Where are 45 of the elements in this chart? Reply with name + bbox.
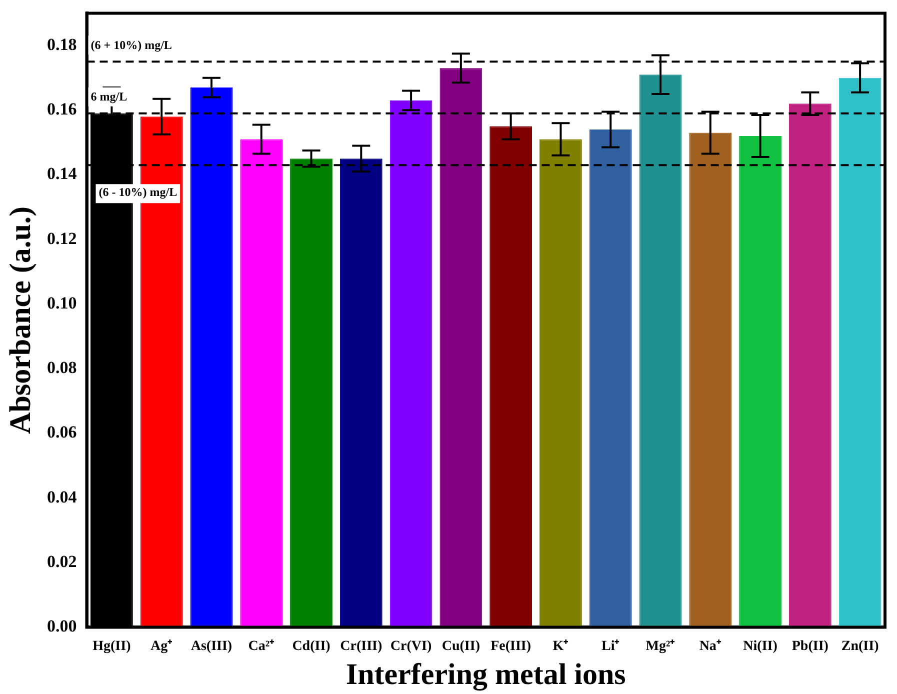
y-tick-label: 0.04	[47, 487, 78, 506]
ref-line-label: (6 - 10%) mg/L	[98, 185, 178, 200]
ref-line-label: 6 mg/L	[90, 89, 128, 104]
y-tick-label: 0.08	[47, 358, 77, 378]
bar	[838, 78, 882, 628]
x-tick-label: Mg²⁺	[646, 639, 676, 654]
y-tick-label: 0.16	[47, 100, 77, 119]
y-tick-label: 0.12	[47, 228, 77, 248]
y-tick-label: 0.18	[47, 34, 77, 54]
bar	[788, 104, 832, 628]
x-tick-label: K⁺	[552, 639, 569, 654]
x-tick-label: Ni(II)	[743, 639, 778, 654]
bar	[290, 158, 332, 628]
y-tick-label: 0.14	[47, 164, 78, 184]
x-tick-label: Ag⁺	[150, 639, 173, 654]
y-tick-label: 0.00	[47, 616, 77, 636]
bar	[490, 126, 532, 628]
bar	[440, 68, 482, 628]
x-tick-label: Cr(VI)	[390, 639, 432, 654]
bar	[340, 158, 382, 628]
x-tick-label: Ca²⁺	[248, 639, 275, 654]
bar	[589, 130, 632, 628]
y-axis-title: Absorbance (a.u.)	[4, 206, 37, 434]
bar	[390, 100, 432, 628]
x-tick-label: Zn(II)	[841, 639, 880, 654]
bar	[739, 136, 782, 628]
bar	[689, 132, 732, 628]
x-tick-label: Fe(III)	[490, 639, 532, 654]
x-axis-title: Interfering metal ions	[346, 658, 626, 691]
y-tick-label: 0.02	[47, 552, 77, 571]
bar	[540, 139, 582, 628]
x-tick-label: Cu(II)	[442, 639, 480, 654]
x-tick-label: Cd(II)	[292, 639, 331, 654]
bar	[639, 74, 682, 628]
y-tick-label: 0.10	[47, 293, 77, 312]
x-tick-label: Li⁺	[601, 639, 620, 654]
x-tick-label: Hg(II)	[92, 639, 132, 654]
x-tick-label: As(III)	[190, 639, 232, 654]
bar	[240, 139, 283, 628]
ref-line-label: (6 + 10%) mg/L	[90, 38, 172, 52]
x-tick-label: Na⁺	[699, 639, 722, 654]
bar	[190, 88, 233, 628]
x-tick-label: Cr(III)	[340, 639, 382, 654]
x-tick-label: Pb(II)	[792, 639, 829, 654]
y-tick-label: 0.06	[47, 422, 77, 442]
